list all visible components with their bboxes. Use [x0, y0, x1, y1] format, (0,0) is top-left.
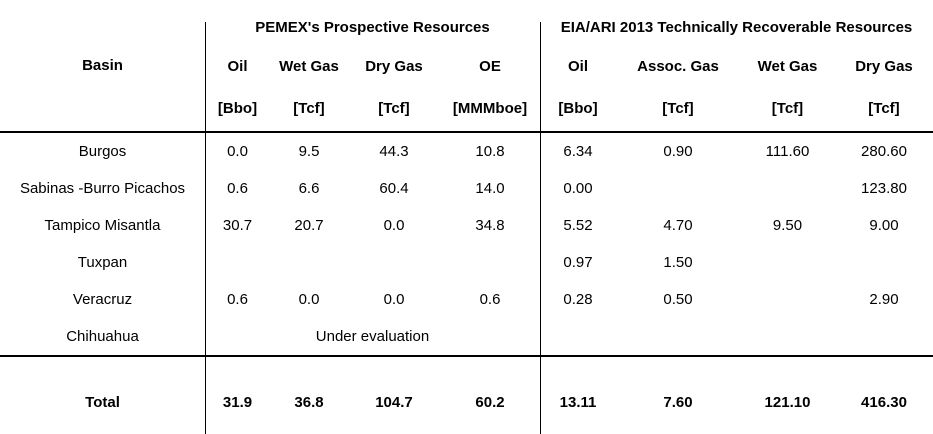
value-cell: 0.00 — [563, 180, 593, 197]
value-cell: 44.3 — [379, 143, 409, 160]
value-cell — [348, 244, 440, 281]
value-cell: 9.00 — [869, 217, 899, 234]
value-cell — [835, 244, 933, 281]
basin-label: Tampico Misantla — [44, 217, 161, 234]
divider-pemex-eia — [539, 22, 541, 434]
value-cell: 9.5 — [298, 143, 320, 160]
total-value: 7.60 — [663, 394, 693, 411]
value-cell — [540, 318, 616, 355]
col-header-pemex-oe: OE — [479, 57, 501, 75]
value-cell: 0.97 — [563, 254, 593, 271]
unit-pemex-dry-gas: [Tcf] — [378, 100, 410, 117]
basin-label: Chihuahua — [66, 328, 139, 345]
value-cell: 30.7 — [222, 217, 253, 234]
value-cell — [740, 281, 835, 318]
table-header: Basin PEMEX's Prospective Resources Oil … — [0, 0, 933, 131]
eia-group-header: EIA/ARI 2013 Technically Recoverable Res… — [540, 0, 933, 131]
table-row-tampico: Tampico Misantla 30.7 20.7 0.0 34.8 5.52… — [0, 207, 933, 244]
unit-pemex-wet-gas: [Tcf] — [293, 100, 325, 117]
col-header-pemex-oil: Oil — [227, 57, 248, 75]
value-cell — [205, 244, 270, 281]
pemex-group-title: PEMEX's Prospective Resources — [255, 18, 490, 36]
value-cell: 20.7 — [294, 217, 324, 234]
col-header-pemex-wet-gas: Wet Gas — [279, 57, 339, 75]
value-cell: 2.90 — [869, 291, 899, 308]
total-value: 60.2 — [475, 394, 505, 411]
unit-eia-wet-gas: [Tcf] — [771, 100, 804, 117]
value-cell — [740, 170, 835, 207]
value-cell: 111.60 — [765, 143, 810, 160]
value-cell: 34.8 — [475, 217, 505, 234]
table-row-tuxpan: Tuxpan 0.97 1.50 — [0, 244, 933, 281]
unit-eia-assoc-gas: [Tcf] — [662, 100, 694, 117]
eia-column-names: Oil Assoc. Gas Wet Gas Dry Gas — [540, 46, 933, 86]
value-cell: 60.4 — [379, 180, 409, 197]
value-cell: 14.0 — [475, 180, 505, 197]
value-cell: 0.6 — [227, 291, 248, 308]
value-cell — [616, 318, 740, 355]
basin-column-header: Basin — [82, 57, 123, 74]
pemex-group-header: PEMEX's Prospective Resources Oil Wet Ga… — [205, 0, 540, 131]
basin-label: Sabinas -Burro Picachos — [19, 180, 186, 197]
value-cell: 0.50 — [663, 291, 693, 308]
value-cell — [440, 244, 540, 281]
value-cell: 10.8 — [475, 143, 505, 160]
value-cell: 4.70 — [663, 217, 693, 234]
value-cell: 6.6 — [298, 180, 320, 197]
total-value: 104.7 — [375, 394, 413, 411]
total-section: Total 31.9 36.8 104.7 60.2 13.11 7.60 12… — [0, 355, 933, 434]
table-row-burgos: Burgos 0.0 9.5 44.3 10.8 6.34 0.90 111.6… — [0, 133, 933, 170]
total-value: 416.30 — [861, 394, 907, 411]
col-header-pemex-dry-gas: Dry Gas — [365, 57, 423, 75]
under-evaluation-note: Under evaluation — [315, 328, 430, 345]
value-cell: 280.60 — [861, 143, 907, 160]
value-cell: 123.80 — [861, 180, 907, 197]
value-cell: 0.0 — [227, 143, 248, 160]
total-value: 13.11 — [559, 394, 597, 411]
col-header-eia-oil: Oil — [567, 57, 588, 75]
unit-pemex-oe: [MMMboe] — [452, 100, 528, 117]
pemex-column-units: [Bbo] [Tcf] [Tcf] [MMMboe] — [205, 86, 540, 131]
value-cell: 0.0 — [383, 291, 405, 308]
table-row-chihuahua: Chihuahua Under evaluation — [0, 318, 933, 355]
table-row-veracruz: Veracruz 0.6 0.0 0.0 0.6 0.28 0.50 2.90 — [0, 281, 933, 318]
unit-eia-dry-gas: [Tcf] — [868, 100, 900, 117]
value-cell: 6.34 — [563, 143, 593, 160]
unit-pemex-oil: [Bbo] — [217, 100, 258, 117]
basin-label: Tuxpan — [77, 254, 128, 271]
basin-label: Burgos — [78, 143, 127, 160]
value-cell: 9.50 — [772, 217, 803, 234]
basin-label: Veracruz — [72, 291, 133, 308]
value-cell: 0.0 — [383, 217, 405, 234]
value-cell: 0.90 — [663, 143, 693, 160]
unit-eia-oil: [Bbo] — [558, 100, 598, 117]
value-cell — [740, 244, 835, 281]
total-row: Total 31.9 36.8 104.7 60.2 13.11 7.60 12… — [0, 357, 933, 434]
total-label: Total — [85, 394, 120, 411]
table-row-sabinas: Sabinas -Burro Picachos 0.6 6.6 60.4 14.… — [0, 170, 933, 207]
value-cell — [835, 318, 933, 355]
value-cell: 1.50 — [663, 254, 693, 271]
pemex-column-names: Oil Wet Gas Dry Gas OE — [205, 46, 540, 86]
table-body: Burgos 0.0 9.5 44.3 10.8 6.34 0.90 111.6… — [0, 131, 933, 355]
value-cell: 5.52 — [563, 217, 593, 234]
value-cell — [270, 244, 348, 281]
col-header-eia-dry-gas: Dry Gas — [855, 57, 913, 75]
total-value: 36.8 — [294, 394, 324, 411]
eia-group-title: EIA/ARI 2013 Technically Recoverable Res… — [560, 18, 913, 36]
value-cell: 0.6 — [227, 180, 248, 197]
value-cell — [740, 318, 835, 355]
value-cell — [616, 170, 740, 207]
total-value: 121.10 — [764, 394, 811, 411]
divider-basin-pemex — [204, 22, 206, 434]
value-cell: 0.0 — [298, 291, 320, 308]
eia-column-units: [Bbo] [Tcf] [Tcf] [Tcf] — [540, 86, 933, 131]
col-header-eia-wet-gas: Wet Gas — [757, 57, 818, 75]
value-cell: 0.28 — [563, 291, 593, 308]
total-value: 31.9 — [222, 394, 253, 411]
value-cell: 0.6 — [479, 291, 501, 308]
col-header-eia-assoc-gas: Assoc. Gas — [637, 57, 719, 75]
